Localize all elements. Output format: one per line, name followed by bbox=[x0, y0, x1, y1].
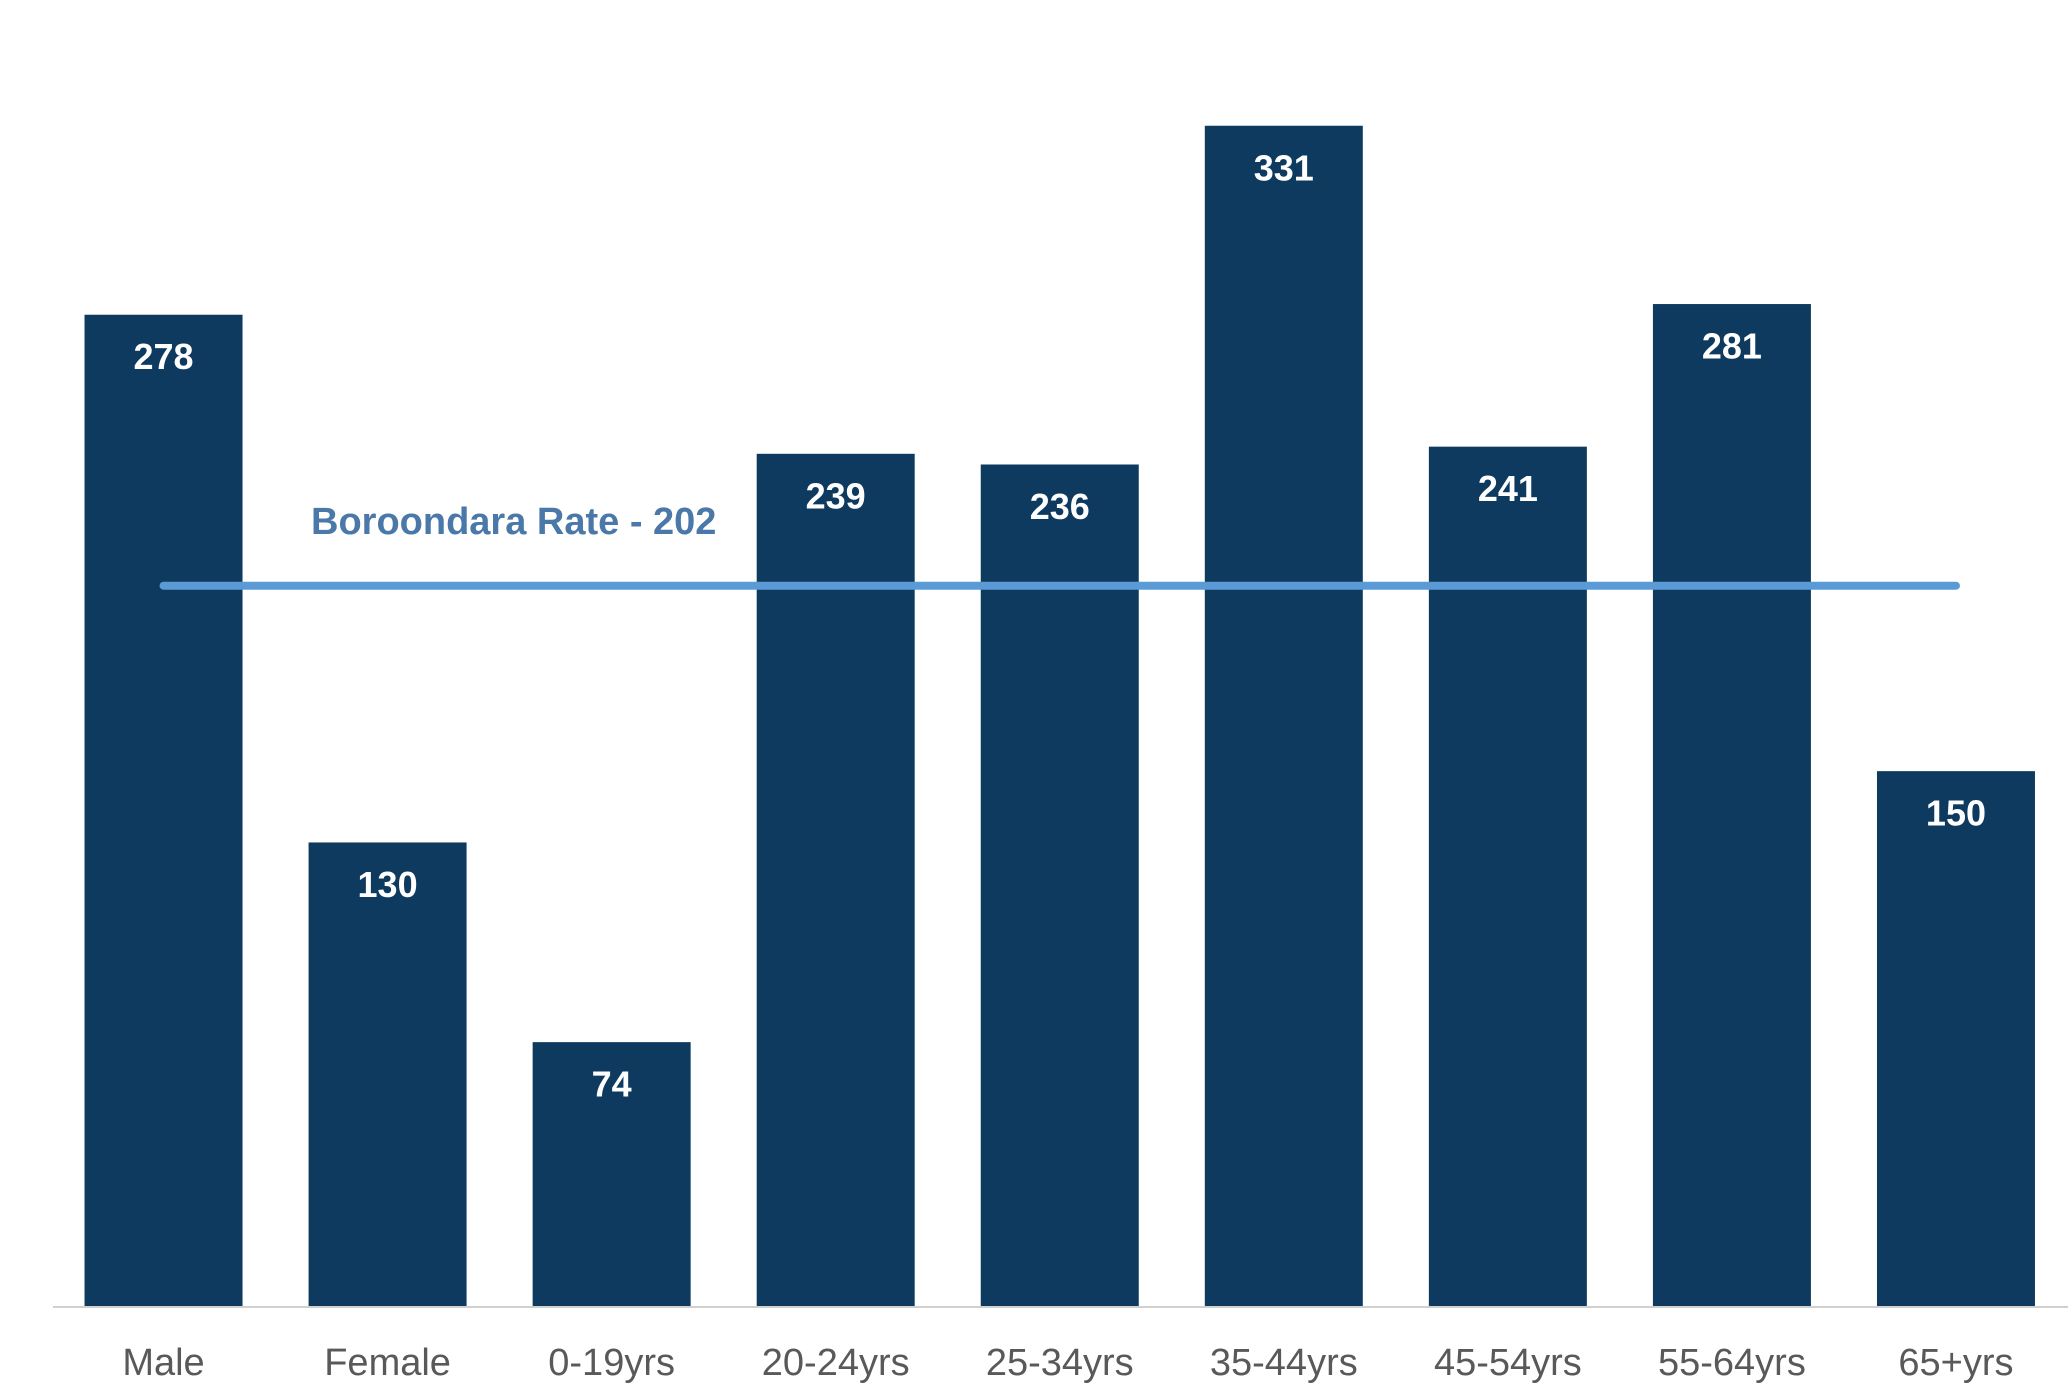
bar bbox=[532, 1042, 691, 1306]
reference-label: Boroondara Rate - 202 bbox=[311, 501, 716, 543]
x-tick-label: 65+yrs bbox=[1898, 1342, 2013, 1384]
data-label: 236 bbox=[1030, 486, 1090, 527]
bar bbox=[980, 464, 1139, 1306]
x-tick-label: Female bbox=[324, 1342, 451, 1384]
data-label: 130 bbox=[358, 864, 418, 905]
data-label: 281 bbox=[1702, 326, 1762, 367]
x-tick-label: 25-34yrs bbox=[986, 1342, 1134, 1384]
x-tick-label: 20-24yrs bbox=[762, 1342, 910, 1384]
data-label: 150 bbox=[1926, 793, 1986, 834]
data-label: 331 bbox=[1254, 147, 1314, 188]
data-label: 278 bbox=[133, 336, 193, 377]
data-label: 239 bbox=[806, 475, 866, 516]
data-label: 241 bbox=[1478, 468, 1538, 509]
data-label: 74 bbox=[592, 1064, 632, 1105]
x-tick-label: 45-54yrs bbox=[1434, 1342, 1582, 1384]
x-tick-label: 0-19yrs bbox=[548, 1342, 675, 1384]
bar bbox=[1876, 771, 2035, 1306]
x-tick-label: 55-64yrs bbox=[1658, 1342, 1806, 1384]
bar bbox=[1428, 446, 1587, 1307]
bar bbox=[756, 453, 915, 1306]
bar bbox=[84, 314, 243, 1306]
bar bbox=[1652, 304, 1811, 1306]
x-tick-label: Male bbox=[122, 1342, 204, 1384]
bar bbox=[308, 842, 467, 1306]
bar bbox=[1204, 125, 1363, 1307]
x-tick-label: 35-44yrs bbox=[1210, 1342, 1358, 1384]
